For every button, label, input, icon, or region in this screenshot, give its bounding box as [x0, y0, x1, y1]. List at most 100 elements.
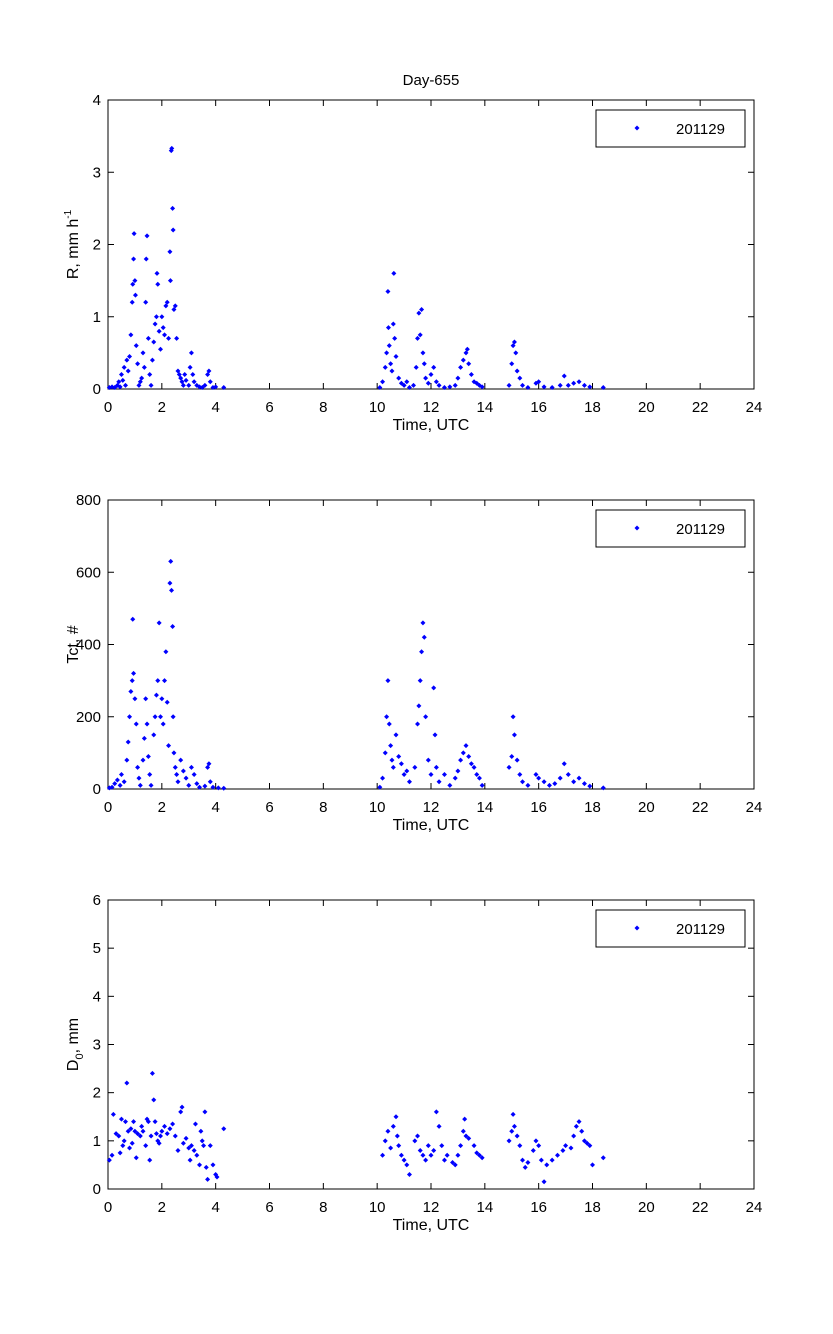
data-point [151, 1097, 157, 1103]
data-point [116, 379, 122, 385]
data-point [425, 1143, 431, 1149]
data-point [206, 368, 212, 374]
y-tick-label: 0 [93, 1181, 101, 1198]
data-point [131, 256, 137, 262]
data-point [568, 1145, 574, 1151]
data-point [388, 1145, 394, 1151]
data-point [417, 1147, 423, 1153]
data-point [391, 270, 397, 276]
x-tick-label: 16 [530, 1199, 547, 1216]
data-point [157, 346, 163, 352]
x-tick-label: 6 [265, 399, 273, 416]
x-axis-label: Time, UTC [393, 417, 470, 434]
x-tick-label: 14 [476, 1199, 493, 1216]
data-point [144, 721, 150, 727]
data-point [203, 1164, 209, 1170]
data-point [207, 779, 213, 785]
data-point [390, 764, 396, 770]
data-point [436, 1123, 442, 1129]
data-point [172, 1133, 178, 1139]
data-point [571, 779, 577, 785]
y-axis-label-main: D [65, 1060, 82, 1072]
data-point [433, 764, 439, 770]
data-point [423, 375, 429, 381]
y-tick-label: 600 [76, 564, 101, 581]
data-point [382, 750, 388, 756]
data-point [174, 335, 180, 341]
data-point [188, 1143, 194, 1149]
data-point [441, 385, 447, 391]
data-point [125, 739, 131, 745]
data-point [125, 368, 131, 374]
data-point [600, 385, 606, 391]
data-point [162, 332, 168, 338]
x-tick-label: 10 [369, 1199, 386, 1216]
data-point [153, 1131, 159, 1137]
y-axis-label: D0, mm [65, 1018, 86, 1071]
data-point [544, 1162, 550, 1168]
data-point [156, 1140, 162, 1146]
data-point [421, 361, 427, 367]
x-tick-label: 4 [211, 399, 219, 416]
data-point [117, 1150, 123, 1156]
x-axis-label: Time, UTC [393, 817, 470, 834]
data-point [182, 372, 188, 378]
data-point [167, 1126, 173, 1132]
y-tick-label: 200 [76, 709, 101, 726]
data-point [393, 353, 399, 359]
x-tick-label: 6 [265, 1199, 273, 1216]
data-point [221, 1126, 227, 1132]
data-point [128, 1126, 134, 1132]
data-point [124, 357, 130, 363]
data-point [121, 779, 127, 785]
data-point [452, 775, 458, 781]
data-point [191, 772, 197, 778]
data-point [431, 1147, 437, 1153]
data-point [187, 364, 193, 370]
data-point [170, 714, 176, 720]
legend-label: 201129 [676, 921, 725, 938]
data-point [143, 1143, 149, 1149]
data-point [514, 368, 520, 374]
y-tick-label: 4 [93, 988, 101, 1005]
data-point [131, 1119, 137, 1125]
chart-title: Day-655 [403, 72, 460, 89]
data-point [152, 1119, 158, 1125]
data-point [106, 1157, 112, 1163]
data-point [439, 1143, 445, 1149]
data-point [536, 379, 542, 385]
data-point [511, 732, 517, 738]
data-point [455, 768, 461, 774]
data-point [120, 377, 126, 383]
data-point [186, 382, 192, 388]
data-point [517, 1143, 523, 1149]
data-point [164, 699, 170, 705]
data-point [561, 761, 567, 767]
data-point [164, 1131, 170, 1137]
data-point [148, 382, 154, 388]
data-point [506, 382, 512, 388]
data-point [144, 233, 150, 239]
data-point [406, 779, 412, 785]
data-point [396, 1143, 402, 1149]
data-point [131, 670, 137, 676]
data-point [398, 1152, 404, 1158]
data-point [557, 775, 563, 781]
data-point [390, 1123, 396, 1129]
data-point [417, 332, 423, 338]
legend-box [595, 909, 746, 948]
data-point [140, 1128, 146, 1134]
x-tick-label: 10 [369, 399, 386, 416]
data-point [479, 1155, 485, 1161]
data-point [175, 779, 181, 785]
data-point [180, 768, 186, 774]
data-point [140, 350, 146, 356]
data-point [145, 1119, 151, 1125]
data-point [147, 372, 153, 378]
data-point [160, 325, 166, 331]
data-series [106, 1070, 606, 1185]
data-point [393, 732, 399, 738]
data-point [154, 270, 160, 276]
y-axis-label-main: R, mm h [65, 219, 82, 279]
data-point [468, 761, 474, 767]
